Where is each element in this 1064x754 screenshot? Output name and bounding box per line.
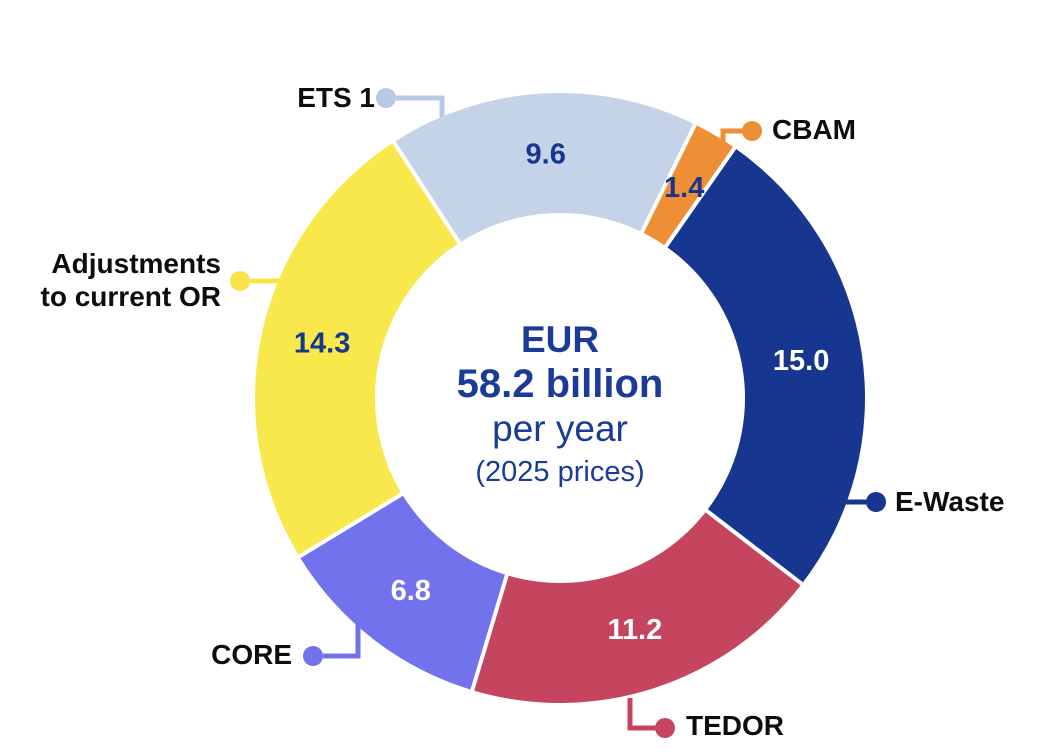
- segment-separator: [469, 572, 510, 693]
- segment-value-ets1: 9.6: [526, 138, 566, 170]
- segment-separator: [639, 121, 698, 235]
- callout-dot-cbam: [742, 121, 762, 141]
- segment-value-cbam: 1.4: [664, 172, 704, 204]
- callout-dot-tedor: [655, 718, 675, 738]
- callout-lines: [230, 88, 886, 738]
- segment-label-core: CORE: [211, 639, 292, 670]
- donut-segment-core: [299, 494, 507, 691]
- segment-value-adjustments: 14.3: [294, 328, 350, 360]
- donut-segment-adjustments: [254, 142, 460, 557]
- center-currency: EUR: [520, 319, 600, 360]
- segment-label-ewaste: E-Waste: [895, 486, 1005, 517]
- callout-dot-adjustments: [230, 271, 250, 291]
- segment-label-tedor: TEDOR: [686, 710, 784, 741]
- donut-segment-ets1: [393, 93, 696, 243]
- callout-dot-ewaste: [866, 492, 886, 512]
- center-period: per year: [492, 408, 628, 449]
- donut-segment-tedor: [472, 510, 802, 703]
- segment-label-cbam: CBAM: [772, 114, 856, 145]
- callout-dot-ets1: [376, 88, 396, 108]
- donut-segments: [254, 93, 866, 703]
- segment-value-tedor: 11.2: [607, 614, 662, 646]
- segment-separators: [296, 121, 805, 693]
- segment-separator: [296, 491, 405, 560]
- callout-line-core: [323, 624, 361, 659]
- segment-value-core: 6.8: [391, 575, 431, 607]
- segment-separator: [391, 139, 463, 246]
- segment-label-ets1: ETS 1: [297, 82, 375, 113]
- callout-dot-core: [303, 646, 323, 666]
- segment-value-ewaste: 15.0: [773, 345, 829, 377]
- callout-line-tedor: [627, 698, 659, 731]
- center-basis: (2025 prices): [475, 456, 645, 488]
- callout-line-ets1: [396, 95, 445, 126]
- segment-value-labels: 9.6 1.4 15.0 11.2 6.8 14.3: [294, 138, 829, 646]
- donut-center-text: EUR 58.2 billion per year (2025 prices): [360, 318, 760, 492]
- segment-label-adjustments: Adjustments to current OR: [40, 248, 221, 313]
- segment-separator: [663, 145, 738, 250]
- donut-segment-cbam: [641, 124, 735, 247]
- segment-separator: [703, 507, 805, 587]
- center-amount: 58.2 billion: [456, 362, 664, 406]
- donut-segment-ewaste: [665, 147, 866, 584]
